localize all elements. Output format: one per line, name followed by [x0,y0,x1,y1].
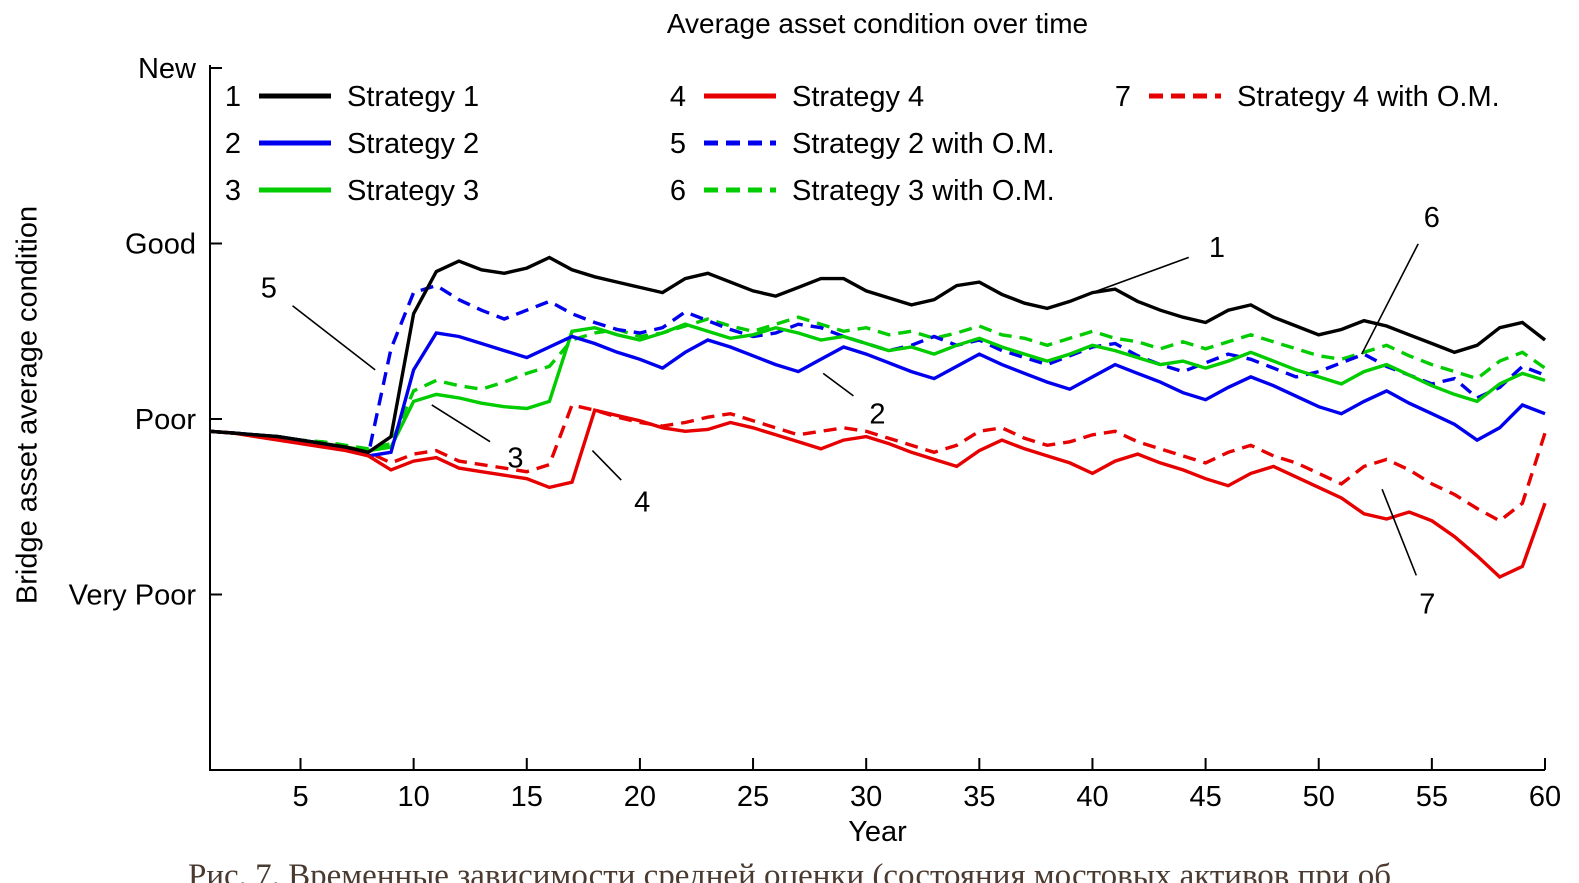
x-tick-label: 45 [1189,781,1221,813]
annotation-number: 5 [261,272,277,304]
x-tick-label: 30 [850,781,882,813]
annotation-leader-line [431,404,491,443]
annotation-3: 3 [431,404,524,475]
legend-number: 7 [1115,81,1131,113]
annotation-leader-line [292,305,376,371]
x-tick-label: 20 [624,781,656,813]
y-tick-label: New [138,53,197,85]
annotation-number: 6 [1424,202,1440,234]
y-tick-label: Poor [135,404,197,436]
legend-item-3: 3 Strategy 3 [225,175,479,207]
annotation-leader-line [591,450,622,481]
x-tick-label: 15 [511,781,543,813]
legend-number: 4 [670,81,686,113]
legend-label: Strategy 4 with O.M. [1237,81,1500,113]
chart-title: Average asset condition over time [666,8,1089,39]
annotation-leader-line [1381,488,1418,576]
annotation-1: 1 [1092,232,1225,294]
series-line-6 [209,315,1546,451]
legend-item-7: 7 Strategy 4 with O.M. [1115,81,1500,113]
annotation-leader-line [822,372,854,397]
legend-item-5: 5 Strategy 2 with O.M. [670,128,1055,160]
legend: 1 Strategy 1 2 Strategy 2 3 Strategy 3 4 Strate… [225,81,1500,207]
legend-number: 3 [225,175,241,207]
x-tick-label: 40 [1076,781,1108,813]
legend-item-2: 2 Strategy 2 [225,128,479,160]
annotation-4: 4 [591,450,650,518]
annotations: 1 2 3 4 5 6 7 [261,202,1440,620]
annotation-2: 2 [822,372,886,431]
legend-label: Strategy 2 with O.M. [792,128,1055,160]
series-line-3 [209,322,1546,453]
annotation-6: 6 [1361,202,1440,355]
annotation-leader-line [1361,243,1419,355]
series-line-1 [209,255,1547,455]
legend-label: Strategy 2 [347,128,479,160]
annotation-5: 5 [261,272,376,371]
legend-number: 1 [225,81,241,113]
x-tick-label: 60 [1529,781,1561,813]
figure-caption-text: Рис. 7. Временные зависимости средней оц… [187,858,1392,883]
legend-label: Strategy 1 [347,81,479,113]
legend-item-1: 1 Strategy 1 [225,81,479,113]
series-line-7 [209,403,1547,523]
x-tick-label: 5 [292,781,308,813]
legend-label: Strategy 3 with O.M. [792,175,1055,207]
x-tick-label: 25 [737,781,769,813]
annotation-number: 4 [634,486,650,518]
legend-label: Strategy 3 [347,175,479,207]
legend-item-4: 4 Strategy 4 [670,81,924,113]
y-tick-label: Very Poor [69,580,197,612]
x-axis-label: Year [848,816,907,848]
annotation-number: 1 [1209,232,1225,264]
figure-caption: Рис. 7. Временные зависимости средней оц… [0,856,1579,883]
annotation-7: 7 [1381,488,1435,620]
annotation-number: 3 [507,443,523,475]
x-tick-label: 10 [398,781,430,813]
legend-item-6: 6 Strategy 3 with O.M. [670,175,1055,207]
annotation-leader-line [1092,256,1190,294]
series-line-2 [209,331,1546,458]
legend-label: Strategy 4 [792,81,924,113]
x-tick-label: 50 [1303,781,1335,813]
legend-number: 6 [670,175,686,207]
legend-number: 5 [670,128,686,160]
legend-number: 2 [225,128,241,160]
x-tick-label: 55 [1416,781,1448,813]
y-tick-label: Good [125,229,196,261]
annotation-number: 2 [869,399,885,431]
series-lines [209,255,1547,580]
annotation-number: 7 [1419,588,1435,620]
x-tick-label: 35 [963,781,995,813]
series-line-4 [209,408,1547,580]
